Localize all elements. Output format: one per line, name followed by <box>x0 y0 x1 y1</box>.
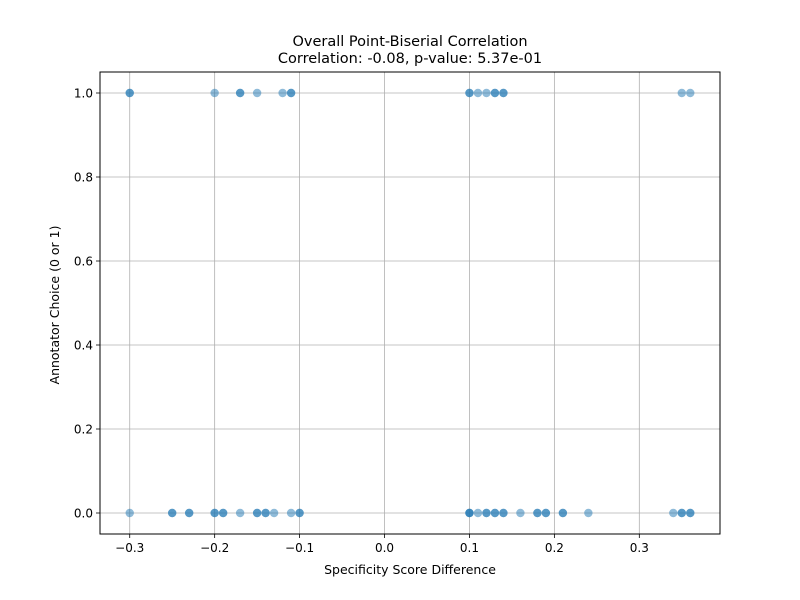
chart-subtitle: Correlation: -0.08, p-value: 5.37e-01 <box>278 51 542 67</box>
scatter-point <box>516 508 525 518</box>
y-axis-label: Annotator Choice (0 or 1) <box>47 226 62 385</box>
scatter-point <box>210 88 219 98</box>
data-points <box>125 88 695 518</box>
scatter-point <box>584 508 593 518</box>
x-tick-label: −0.1 <box>285 541 314 555</box>
scatter-point <box>286 508 296 518</box>
scatter-point <box>490 88 500 98</box>
scatter-point <box>499 88 508 98</box>
scatter-point <box>499 508 508 518</box>
scatter-point <box>184 508 194 518</box>
x-axis-label: Specificity Score Difference <box>324 562 496 577</box>
scatter-point <box>269 508 279 518</box>
scatter-point <box>669 508 678 518</box>
scatter-point <box>252 508 262 518</box>
scatter-point <box>125 508 134 518</box>
scatter-point <box>677 88 686 98</box>
chart-title: Overall Point-Biserial Correlation <box>292 34 527 50</box>
scatter-point <box>473 508 483 518</box>
scatter-point <box>541 508 551 518</box>
x-tick-label: −0.3 <box>115 541 144 555</box>
y-tick-label: 0.4 <box>74 339 93 353</box>
scatter-point <box>261 508 270 518</box>
y-axis-ticks: 0.0 0.2 0.4 0.6 0.8 1.0 <box>74 87 100 521</box>
scatter-point <box>465 508 474 518</box>
x-tick-label: −0.2 <box>200 541 229 555</box>
y-tick-label: 0.6 <box>74 255 93 269</box>
x-tick-label: 0.3 <box>630 541 649 555</box>
scatter-point <box>482 508 491 518</box>
scatter-point <box>210 508 219 518</box>
y-tick-label: 0.8 <box>74 171 93 185</box>
scatter-point <box>286 88 296 98</box>
scatter-point <box>473 88 483 98</box>
scatter-point <box>235 508 245 518</box>
scatter-point <box>686 88 695 98</box>
y-tick-label: 1.0 <box>74 87 93 101</box>
scatter-point <box>490 508 500 518</box>
scatter-point <box>482 88 491 98</box>
x-tick-label: 0.1 <box>460 541 479 555</box>
scatter-point <box>686 508 695 518</box>
scatter-point <box>125 88 134 98</box>
y-tick-label: 0.2 <box>74 423 93 437</box>
grid-lines <box>100 72 720 534</box>
scatter-point <box>533 508 542 518</box>
scatter-point <box>295 508 304 518</box>
scatter-point <box>558 508 568 518</box>
scatter-point <box>465 88 474 98</box>
x-axis-ticks: −0.3 −0.2 −0.1 0.0 0.1 0.2 0.3 <box>115 534 649 555</box>
scatter-point <box>252 88 262 98</box>
y-tick-label: 0.0 <box>74 507 93 521</box>
plot-frame <box>99 71 721 535</box>
x-tick-label: 0.2 <box>545 541 564 555</box>
scatter-point <box>218 508 228 518</box>
scatter-point <box>278 88 287 98</box>
x-tick-label: 0.0 <box>375 541 394 555</box>
scatter-point <box>167 508 177 518</box>
scatter-point <box>235 88 245 98</box>
scatter-point <box>677 508 686 518</box>
